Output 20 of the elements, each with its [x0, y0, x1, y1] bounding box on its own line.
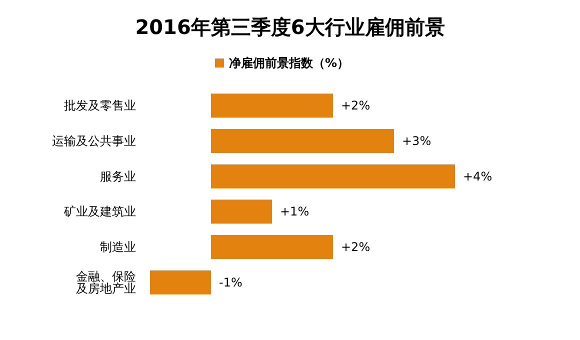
legend-label: 净雇佣前景指数（%） — [229, 56, 350, 70]
y-tick-label: 矿业及建筑业 — [63, 204, 136, 219]
data-label: +1% — [280, 204, 310, 219]
data-label: +2% — [341, 240, 370, 254]
y-tick-label: 制造业 — [100, 240, 136, 254]
bar — [211, 234, 333, 260]
chart-title: 2016年第三季度6大行业雇佣前景 — [135, 15, 445, 39]
bar — [150, 270, 211, 294]
y-tick-label: 金融、保险及房地产业 — [76, 269, 136, 296]
bar — [211, 200, 272, 224]
bar — [211, 94, 333, 118]
data-label: +2% — [341, 98, 370, 113]
bar — [211, 128, 394, 154]
y-tick-label: 服务业 — [100, 169, 136, 184]
data-label: -1% — [219, 275, 242, 290]
bar — [211, 164, 455, 188]
data-label: +4% — [463, 169, 492, 184]
y-tick-label: 批发及零售业 — [64, 98, 136, 113]
data-label: +3% — [402, 134, 432, 148]
y-tick-label: 运输及公共事业 — [52, 134, 136, 148]
